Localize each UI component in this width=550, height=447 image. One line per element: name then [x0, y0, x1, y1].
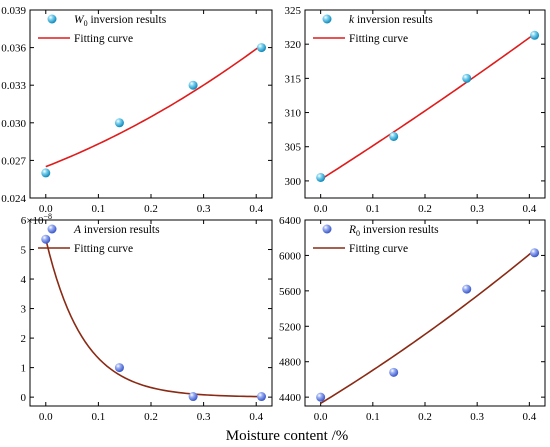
data-point	[389, 131, 399, 141]
y-tick-label: 300	[285, 176, 302, 188]
chart-panel-2: 0.0 0.1 0.2 0.3 0.4 300 305 310 315 320 325 k inver…	[285, 5, 546, 215]
legend-label-points: A inversion results	[73, 224, 160, 236]
y-tick-label: 325	[285, 5, 302, 17]
y-tick-label: 4400	[279, 392, 302, 404]
chart-panel-1: 0.0 0.1 0.2 0.3 0.4 0.024 0.027 0.030 0.033 0.036…	[1, 5, 273, 215]
x-tick-label: 0.0	[39, 411, 53, 423]
data-point	[530, 30, 540, 40]
x-tick-label: 0.4	[249, 411, 263, 423]
legend-marker-points	[322, 14, 332, 24]
data-point	[462, 284, 472, 294]
x-tick-label: 0.2	[418, 411, 432, 423]
fitting-curve	[320, 249, 536, 405]
x-tick-label: 0.1	[366, 411, 380, 423]
x-tick-label: 0.0	[39, 203, 53, 215]
y-tick-label: 0	[21, 392, 27, 404]
x-tick-label: 0.1	[92, 411, 106, 423]
data-point	[530, 248, 540, 258]
data-point	[389, 367, 399, 377]
legend-label-curve: Fitting curve	[349, 33, 408, 45]
x-tick-label: 0.1	[366, 203, 380, 215]
y-tick-label: 315	[285, 73, 302, 85]
y-tick-label: 4	[21, 274, 27, 286]
fitting-curve	[45, 238, 262, 398]
data-point	[114, 363, 124, 373]
x-tick-label: 0.4	[522, 203, 536, 215]
x-tick-label: 0.2	[144, 411, 158, 423]
y-tick-label: 0.024	[1, 193, 26, 205]
data-point	[316, 392, 326, 402]
y-tick-label: 3	[21, 304, 27, 316]
fitting-curve	[45, 44, 262, 168]
x-tick-label: 0.4	[249, 203, 263, 215]
x-tick-label: 0.3	[197, 411, 211, 423]
data-point	[41, 168, 51, 178]
x-tick-label: 0.2	[144, 203, 158, 215]
y-tick-label: 5600	[279, 286, 302, 298]
legend-label-curve: Fitting curve	[349, 243, 408, 255]
legend-marker-points	[47, 14, 57, 24]
y-tick-label: 305	[285, 142, 302, 154]
data-point	[188, 392, 198, 402]
data-point	[114, 118, 124, 128]
legend-label-curve: Fitting curve	[74, 243, 133, 255]
y-tick-label: 0.039	[1, 5, 26, 17]
x-tick-label: 0.3	[470, 411, 484, 423]
x-tick-label: 0.0	[314, 203, 328, 215]
y-tick-label: 1	[21, 363, 27, 375]
y-tick-label: 320	[285, 39, 302, 51]
chart-panel-4: 0.0 0.1 0.2 0.3 0.4 4400 4800 5200 5600 6000 6400 R…	[279, 215, 546, 423]
legend-marker-points	[47, 224, 57, 234]
legend-label-points: k inversion results	[349, 14, 433, 26]
chart-panel-3: 0.0 0.1 0.2 0.3 0.4 0 1 2 3 4 5 6×10−8 A inversion r…	[21, 212, 273, 423]
legend-label-points: R0 inversion results	[348, 224, 439, 238]
y-tick-label: 0.030	[1, 118, 26, 130]
data-point	[41, 234, 51, 244]
x-tick-label: 0.0	[314, 411, 328, 423]
y-tick-label: 5200	[279, 321, 302, 333]
y-tick-label: 6000	[279, 250, 302, 262]
x-tick-label: 0.4	[522, 411, 536, 423]
x-tick-label: 0.1	[92, 203, 106, 215]
data-point	[316, 172, 326, 182]
data-point	[188, 80, 198, 90]
y-tick-label: 310	[285, 108, 302, 120]
y-tick-label: 6×10−8	[21, 212, 52, 227]
x-tick-label: 0.3	[470, 203, 484, 215]
y-tick-label: 0.036	[1, 43, 26, 55]
x-tick-label: 0.3	[197, 203, 211, 215]
y-tick-label: 0.027	[1, 155, 26, 167]
x-tick-label: 0.2	[418, 203, 432, 215]
y-tick-label: 6400	[279, 215, 302, 227]
data-point	[462, 73, 472, 83]
legend-marker-points	[322, 224, 332, 234]
fitting-curve	[320, 33, 536, 181]
y-tick-label: 0.033	[1, 80, 26, 92]
y-tick-label: 5	[21, 245, 27, 257]
x-axis-label: Moisture content /%	[226, 428, 348, 444]
y-tick-label: 2	[21, 333, 27, 345]
legend-label-points: W0 inversion results	[74, 14, 167, 28]
data-point	[256, 392, 266, 402]
legend-label-curve: Fitting curve	[74, 33, 133, 45]
data-point	[256, 43, 266, 53]
y-tick-label: 4800	[279, 357, 302, 369]
